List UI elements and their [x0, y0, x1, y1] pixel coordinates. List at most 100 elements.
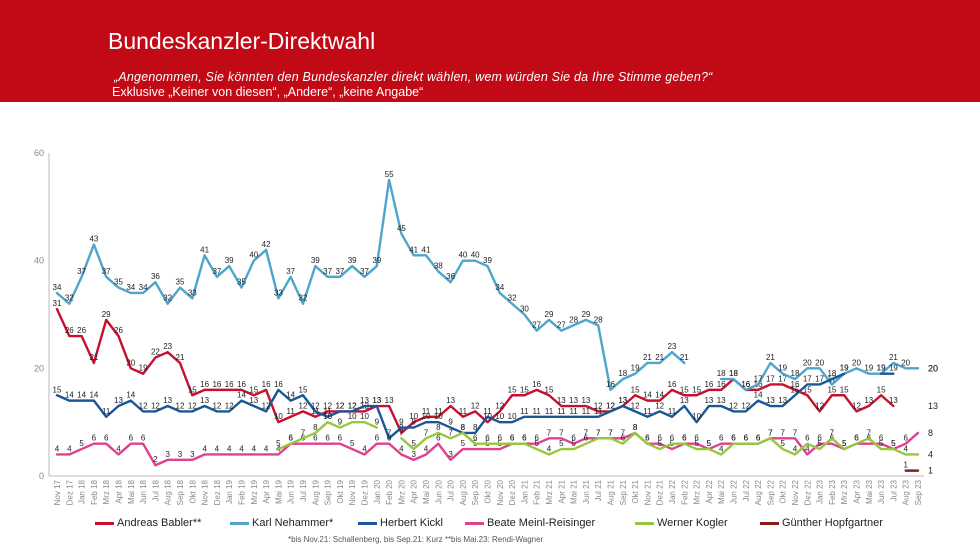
x-tick-label: Okt 18	[188, 479, 197, 503]
data-label: 4	[547, 444, 552, 453]
data-label: 33	[188, 288, 197, 297]
data-label: 21	[680, 353, 689, 362]
data-label: 20	[815, 358, 824, 367]
data-label: 7	[830, 428, 835, 437]
data-label: 39	[483, 256, 492, 265]
data-label: 23	[668, 342, 677, 351]
x-tick-label: Jun 21	[582, 479, 591, 504]
x-tick-label: Jun 19	[287, 479, 296, 504]
x-tick-label: Okt 22	[779, 479, 788, 503]
data-label: 6	[436, 434, 441, 443]
data-label: 4	[903, 444, 908, 453]
legend-swatch	[230, 521, 249, 525]
data-label: 17	[778, 374, 787, 383]
data-label: 13	[864, 396, 873, 405]
exclusion-note: Exklusive „Keiner von diesen“, „Andere“,…	[112, 85, 424, 99]
x-tick-label: Mai 20	[422, 479, 431, 504]
data-label: 29	[581, 310, 590, 319]
series-line	[55, 307, 895, 435]
data-label: 7	[448, 428, 453, 437]
data-label: 6	[104, 434, 109, 443]
data-label: 10	[323, 412, 332, 421]
data-label: 17	[754, 374, 763, 383]
data-label: 15	[877, 385, 886, 394]
data-label: 6	[879, 434, 884, 443]
data-label: 1	[903, 461, 908, 470]
data-label: 19	[840, 364, 849, 373]
x-tick-label: Jul 21	[594, 479, 603, 501]
x-tick-label: Mrz 20	[397, 479, 406, 504]
data-label: 12	[348, 401, 357, 410]
data-label: 8	[633, 423, 638, 432]
data-label: 5	[817, 439, 822, 448]
data-label: 12	[212, 401, 221, 410]
data-label: 10	[692, 412, 701, 421]
data-label: 35	[176, 278, 185, 287]
data-label: 21	[766, 353, 775, 362]
x-tick-label: Jan 19	[225, 479, 234, 504]
x-tick-label: Jun 23	[877, 479, 886, 504]
data-label: 37	[360, 267, 369, 276]
data-label: 8	[461, 423, 466, 432]
data-label: 12	[225, 401, 234, 410]
data-label: 14	[77, 391, 86, 400]
data-label: 6	[498, 434, 503, 443]
data-label: 8	[436, 423, 441, 432]
data-label: 41	[200, 245, 209, 254]
data-label: 12	[594, 401, 603, 410]
x-tick-label: Feb 23	[828, 479, 837, 504]
legend-swatch	[465, 521, 484, 525]
data-label: 6	[141, 434, 146, 443]
data-label: 13	[704, 396, 713, 405]
x-tick-label: Jul 20	[447, 479, 456, 501]
x-tick-label: Sep 22	[766, 479, 775, 505]
data-label: 27	[557, 321, 566, 330]
data-label: 43	[89, 235, 98, 244]
data-label: 4	[252, 444, 257, 453]
data-label: 15	[680, 385, 689, 394]
legend-swatch	[95, 521, 114, 525]
data-label: 15	[827, 385, 836, 394]
data-label: 7	[424, 428, 429, 437]
data-label: 4	[362, 444, 367, 453]
data-label: 5	[780, 439, 785, 448]
data-label: 10	[409, 412, 418, 421]
data-label: 15	[631, 385, 640, 394]
data-label: 4	[116, 444, 121, 453]
data-label: 6	[731, 434, 736, 443]
data-label: 11	[643, 407, 652, 416]
data-label: 18	[791, 369, 800, 378]
legend-swatch	[358, 521, 377, 525]
data-label: 32	[299, 294, 308, 303]
data-label: 7	[559, 428, 564, 437]
legend-item: Andreas Babler**	[95, 517, 201, 529]
data-label: 14	[89, 391, 98, 400]
data-label: 4	[55, 444, 60, 453]
data-label: 5	[350, 439, 355, 448]
data-label: 4	[264, 444, 269, 453]
data-label: 6	[387, 434, 392, 443]
data-label: 18	[618, 369, 627, 378]
data-label: 6	[584, 434, 589, 443]
y-tick-label: 40	[34, 256, 44, 266]
data-label: 20	[803, 358, 812, 367]
data-label: 6	[817, 434, 822, 443]
data-label: 5	[891, 439, 896, 448]
x-tick-label: Sep 20	[471, 479, 480, 505]
data-label: 12	[323, 401, 332, 410]
data-label: 8	[473, 423, 478, 432]
data-label: 4	[239, 444, 244, 453]
data-label: 6	[522, 434, 527, 443]
data-label: 15	[188, 385, 197, 394]
data-label: 5	[879, 439, 884, 448]
data-label: 12	[176, 401, 185, 410]
data-label: 37	[102, 267, 111, 276]
data-label: 6	[744, 434, 749, 443]
data-label: 37	[77, 267, 86, 276]
x-tick-label: Mai 23	[865, 479, 874, 504]
x-tick-label: Nov 21	[643, 479, 652, 505]
x-tick-label: Mrz 19	[250, 479, 259, 504]
data-label: 13	[569, 396, 578, 405]
data-label: 18	[827, 369, 836, 378]
